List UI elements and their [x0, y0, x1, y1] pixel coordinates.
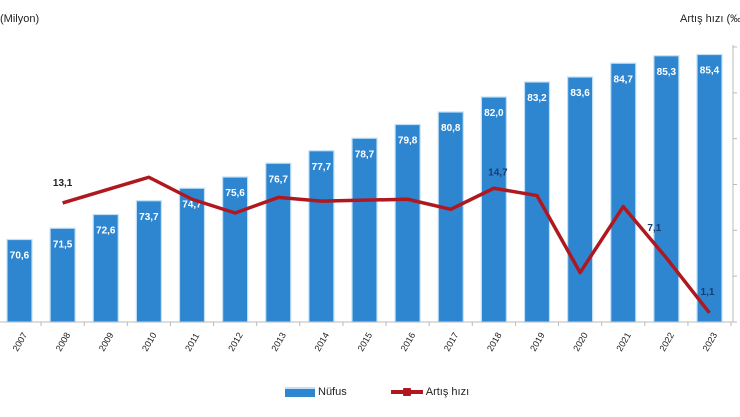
x-tick-label: 2015: [356, 331, 375, 353]
bar-2013: [265, 162, 292, 323]
bar-value-label: 83,2: [527, 93, 547, 104]
x-tick-label: 2008: [54, 331, 73, 353]
bar-2017: [437, 111, 464, 323]
bar-value-label: 79,8: [398, 136, 418, 147]
bar-2012: [222, 176, 249, 323]
bar-value-label: 74,7: [182, 199, 202, 210]
bar-2021: [610, 62, 637, 323]
population-bars: 70,6 71,5 72,6 73,7 74,7 75,6 76,7 77,7 78,7 79,8…: [6, 53, 723, 323]
bar-value-label: 71,5: [53, 239, 73, 250]
bar-value-label: 85,3: [657, 67, 677, 78]
legend-item-population: Nüfus: [285, 386, 347, 398]
line-value-label: 1,1: [701, 287, 715, 298]
legend-item-growth-rate: Artış hızı: [390, 386, 470, 398]
x-axis-labels: 2007 2008 2009 2010 2011 2012 2013 2014 2015 2016…: [11, 331, 720, 353]
x-tick-label: 2020: [571, 331, 590, 353]
legend-label-growth-rate: Artış hızı: [425, 386, 470, 398]
right-axis-title: Artış hızı (‰): [680, 13, 740, 25]
x-tick-label: 2011: [183, 331, 201, 353]
bar-value-label: 72,6: [96, 226, 116, 237]
bar-2023: [696, 53, 723, 323]
x-tick-label: 2021: [614, 331, 633, 353]
x-tick-label: 2013: [269, 331, 288, 353]
bar-value-label: 83,6: [570, 88, 590, 99]
axes: [0, 45, 737, 326]
bar-2022: [653, 55, 680, 323]
bar-2009: [92, 213, 119, 323]
legend: Nüfus Artış hızı: [285, 386, 513, 398]
x-tick-label: 2017: [442, 331, 461, 353]
x-tick-label: 2010: [140, 331, 159, 353]
bar-value-label: 73,7: [139, 212, 159, 223]
bar-value-label: 78,7: [355, 149, 375, 160]
x-tick-label: 2014: [312, 331, 331, 353]
bar-2018: [480, 96, 507, 323]
bar-2019: [523, 81, 551, 323]
x-tick-label: 2022: [657, 331, 676, 353]
bar-2007: [6, 238, 33, 323]
x-tick-label: 2023: [701, 331, 720, 353]
bar-2015: [351, 137, 378, 323]
bar-swatch-icon: [285, 387, 315, 397]
x-tick-label: 2019: [528, 331, 547, 353]
bar-value-label: 70,6: [10, 251, 30, 262]
bar-value-label: 75,6: [225, 188, 245, 199]
bar-2016: [394, 123, 421, 323]
bar-value-label: 84,7: [614, 74, 634, 85]
bar-value-label: 80,8: [441, 123, 461, 134]
bar-2008: [49, 227, 76, 323]
bar-2014: [308, 150, 335, 323]
x-tick-label: 2009: [97, 331, 116, 353]
line-value-label: 13,1: [53, 178, 73, 189]
x-tick-label: 2007: [11, 331, 30, 353]
bar-value-label: 85,4: [700, 66, 720, 77]
bar-2020: [567, 76, 594, 323]
bar-value-label: 76,7: [269, 174, 289, 185]
left-axis-title: (Milyon): [0, 13, 40, 25]
line-value-label: 14,7: [488, 167, 508, 178]
legend-label-population: Nüfus: [318, 386, 347, 398]
line-value-label: 7,1: [647, 223, 661, 234]
x-tick-label: 2012: [226, 331, 245, 353]
x-tick-label: 2016: [399, 331, 418, 353]
growth-rate-polyline: [62, 175, 711, 314]
line-swatch-icon: [390, 388, 423, 396]
x-tick-label: 2018: [485, 331, 504, 353]
bar-value-label: 82,0: [484, 108, 504, 119]
growth-rate-line: 13,1 14,7 7,1 1,1: [53, 167, 715, 314]
bar-value-label: 77,7: [312, 162, 332, 173]
